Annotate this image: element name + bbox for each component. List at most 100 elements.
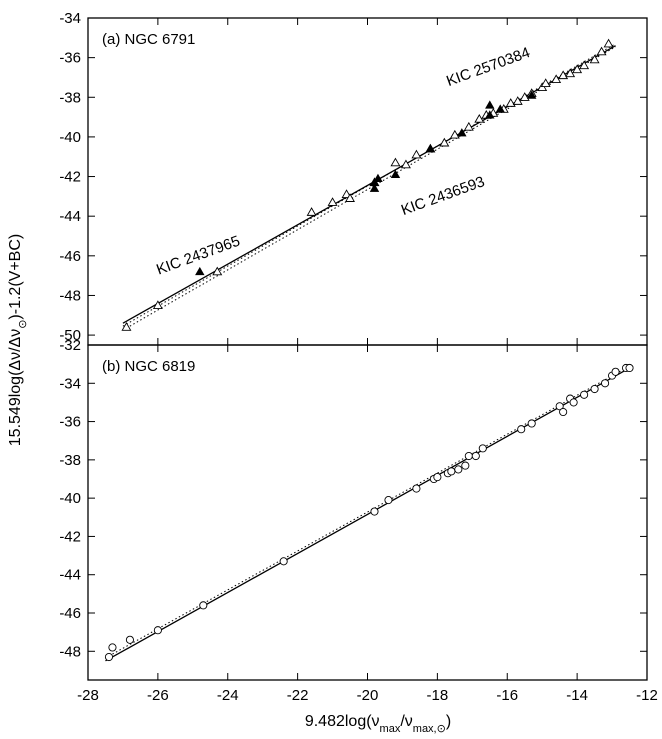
data-point-filled-triangle xyxy=(369,183,380,192)
y-axis-title: 15.549log(Δν/Δν⊙)-1.2(V+BC) xyxy=(7,234,29,446)
y-tick-label-b: -34 xyxy=(59,375,81,392)
y-tick-label-b: -42 xyxy=(59,528,81,545)
y-tick-label-b: -44 xyxy=(59,567,81,584)
x-tick-label: -12 xyxy=(636,687,658,704)
data-point-open-circle xyxy=(108,643,117,652)
data-point-open-triangle xyxy=(603,38,614,48)
data-point-filled-triangle xyxy=(195,266,205,276)
data-point-open-triangle xyxy=(474,113,485,123)
data-point-open-circle xyxy=(611,367,620,376)
data-point-open-circle xyxy=(601,379,610,388)
data-point-filled-triangle xyxy=(485,100,495,109)
data-point-open-circle xyxy=(125,635,134,644)
y-tick-label-a: -34 xyxy=(59,10,81,27)
data-point-filled-triangle xyxy=(485,110,495,119)
y-tick-label-a: -46 xyxy=(59,248,81,265)
star-annotation: KIC 2570384 xyxy=(444,44,532,90)
data-point-open-circle xyxy=(384,496,393,505)
data-point-open-triangle xyxy=(345,193,356,202)
y-tick-label-b: -46 xyxy=(59,605,81,622)
data-point-open-circle xyxy=(569,398,578,407)
x-axis-title: 9.482log(νmax/νmax,⊙) xyxy=(305,713,451,735)
x-tick-label: -26 xyxy=(147,687,169,704)
fit-line-dotted-a xyxy=(122,43,616,327)
data-point-open-triangle xyxy=(589,54,600,64)
y-tick-label-b: -40 xyxy=(59,490,81,507)
y-tick-label-a: -42 xyxy=(59,169,81,186)
y-tick-label-a: -36 xyxy=(59,50,81,67)
data-point-open-triangle xyxy=(152,300,163,309)
data-point-open-triangle xyxy=(519,92,530,101)
data-point-open-circle xyxy=(527,419,536,428)
data-point-open-circle xyxy=(461,461,470,470)
y-tick-label-b: -38 xyxy=(59,452,81,469)
data-point-open-triangle xyxy=(551,74,562,84)
plot-frame-b xyxy=(87,344,648,681)
data-point-open-triangle xyxy=(558,70,569,80)
data-point-open-circle xyxy=(433,473,442,482)
data-point-open-triangle xyxy=(306,207,317,216)
data-point-filled-triangle xyxy=(457,128,467,137)
data-point-filled-triangle xyxy=(526,90,537,99)
data-point-open-circle xyxy=(590,384,599,394)
y-tick-label-a: -38 xyxy=(59,89,81,106)
data-point-open-triangle xyxy=(439,137,450,147)
data-point-filled-triangle xyxy=(390,169,401,179)
data-point-open-circle xyxy=(447,467,456,476)
data-point-open-circle xyxy=(279,557,288,566)
y-tick-label-b: -36 xyxy=(59,414,81,431)
data-point-open-circle xyxy=(412,484,421,493)
data-point-open-triangle xyxy=(579,60,590,70)
y-tick-label-a: -40 xyxy=(59,129,81,146)
star-annotation: KIC 2436593 xyxy=(399,173,487,219)
data-point-open-triangle xyxy=(572,64,583,74)
fit-line-dotted-a xyxy=(122,46,616,331)
data-point-open-triangle xyxy=(212,266,223,276)
y-tick-label-a: -50 xyxy=(59,327,81,344)
data-point-open-triangle xyxy=(505,98,516,107)
data-point-open-circle xyxy=(464,451,473,461)
data-point-open-triangle xyxy=(400,159,411,169)
data-point-open-circle xyxy=(153,626,162,635)
panel-a-ngc6791: -34 -36 -38 -40 -42 -44 -46 -48 -50 KIC 2570384 KI… xyxy=(59,10,648,346)
data-point-open-circle xyxy=(454,465,463,474)
data-point-open-circle xyxy=(104,652,114,662)
data-point-open-triangle xyxy=(512,96,523,105)
x-tick-label: -24 xyxy=(217,687,239,704)
panel-b-ngc6819: -28 -26 -24 -22 -20 -18 -16 -14 -12 -32 -34 -36 -38 -… xyxy=(59,337,658,704)
x-tick-label: -18 xyxy=(427,687,449,704)
data-point-open-circle xyxy=(471,451,480,461)
data-point-open-triangle xyxy=(121,322,132,331)
x-tick-label: -20 xyxy=(357,687,379,704)
data-point-filled-triangle xyxy=(495,104,505,113)
data-point-open-circle xyxy=(555,402,564,411)
panel-label-b: (b) NGC 6819 xyxy=(102,358,195,375)
fit-line-dotted-b xyxy=(105,363,634,659)
data-point-open-circle xyxy=(199,601,208,610)
data-point-open-circle xyxy=(517,425,526,434)
data-point-open-triangle xyxy=(463,121,474,131)
x-tick-label: -16 xyxy=(496,687,518,704)
x-tick-label: -14 xyxy=(566,687,588,704)
data-point-open-triangle xyxy=(596,46,607,56)
data-point-open-triangle xyxy=(449,129,460,139)
data-point-open-triangle xyxy=(390,157,401,167)
y-tick-label-b: -48 xyxy=(59,643,81,660)
y-tick-label-a: -44 xyxy=(59,208,81,225)
data-point-open-triangle xyxy=(565,68,576,78)
data-point-open-circle xyxy=(625,363,634,373)
x-tick-label: -28 xyxy=(77,687,99,704)
data-point-open-triangle xyxy=(540,78,551,88)
data-point-filled-triangle xyxy=(425,143,436,153)
data-point-open-circle xyxy=(580,390,589,399)
data-point-open-circle xyxy=(559,407,568,417)
data-point-filled-triangle xyxy=(373,173,383,182)
y-tick-label-b: -32 xyxy=(59,337,81,354)
fit-line-solid-b xyxy=(105,365,634,662)
x-tick-label: -22 xyxy=(287,687,309,704)
data-point-open-triangle xyxy=(327,197,338,206)
panel-label-a: (a) NGC 6791 xyxy=(102,31,195,48)
data-point-open-circle xyxy=(370,507,379,516)
y-tick-label-a: -48 xyxy=(59,287,81,304)
